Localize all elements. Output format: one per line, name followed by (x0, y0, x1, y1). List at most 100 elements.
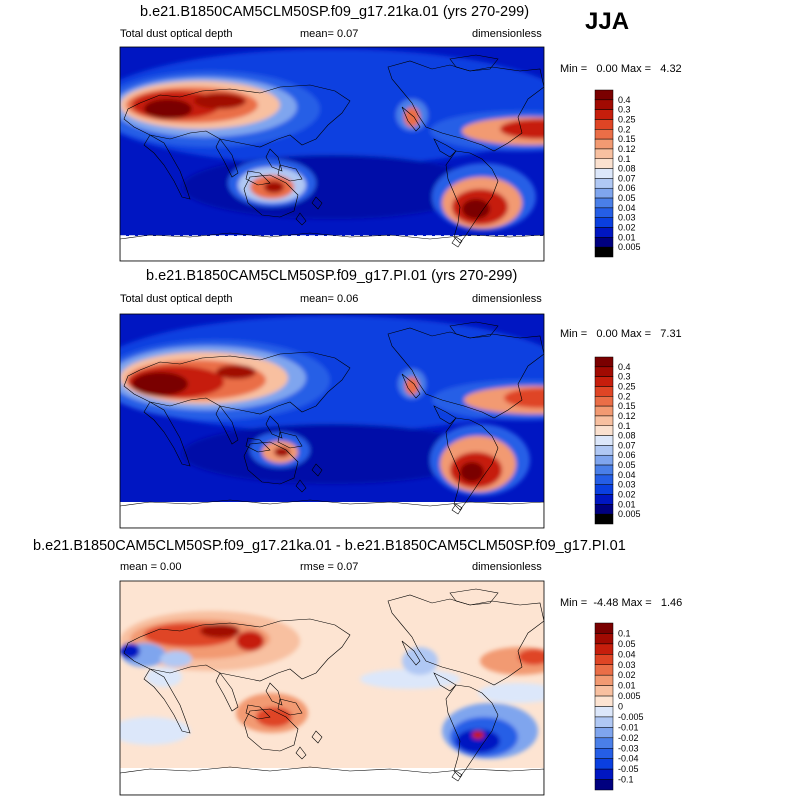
colorbar-box (594, 356, 614, 368)
colorbar-box (594, 187, 614, 199)
colorbar-tick-label: 0 (618, 702, 623, 712)
colorbar-box (594, 129, 614, 140)
colorbar-tick-label: 0.04 (618, 649, 636, 659)
colorbar-tick-label: 0.07 (618, 173, 636, 183)
colorbar-box (594, 366, 614, 377)
colorbar-tick-label: 0.06 (618, 183, 636, 193)
colorbar-tick-label: 0.005 (618, 242, 641, 252)
colorbar-box (594, 197, 614, 209)
colorbar-tick-label: 0.25 (618, 381, 636, 391)
panel2-mean-label: mean= 0.06 (300, 293, 359, 305)
colorbar-box (594, 237, 614, 248)
colorbar-box (594, 758, 614, 770)
panel3-mean-label: mean = 0.00 (120, 561, 182, 573)
colorbar-tick-label: 0.1 (618, 628, 631, 638)
panel2-map-frame (119, 313, 545, 529)
colorbar-tick-label: 0.02 (618, 670, 636, 680)
colorbar-box (594, 207, 614, 218)
colorbar-box (594, 484, 614, 495)
colorbar-box (594, 716, 614, 728)
panel1-variable-label: Total dust optical depth (120, 28, 233, 40)
panel3-map-frame (119, 580, 545, 796)
colorbar-box (594, 674, 614, 686)
colorbar-box (594, 695, 614, 707)
panel3-minmax: Min = -4.48 Max = 1.46 (560, 597, 683, 609)
colorbar-box (594, 685, 614, 697)
panel2-minmax: Min = 0.00 Max = 7.31 (560, 328, 682, 340)
colorbar-tick-label: 0.4 (618, 362, 631, 372)
colorbar-box (594, 435, 614, 446)
colorbar-tick-label: 0.12 (618, 411, 636, 421)
colorbar-box (594, 396, 614, 407)
colorbar-tick-label: 0.05 (618, 460, 636, 470)
colorbar-box (594, 454, 614, 466)
panel1-colorbar: 0.40.30.250.20.150.120.10.080.070.060.05… (594, 89, 641, 258)
colorbar-tick-label: -0.03 (618, 743, 639, 753)
colorbar-box (594, 217, 614, 228)
colorbar-tick-label: 0.07 (618, 440, 636, 450)
colorbar-tick-label: 0.04 (618, 203, 636, 213)
colorbar-box (594, 706, 614, 718)
colorbar-box (594, 178, 614, 189)
colorbar-box (594, 664, 614, 676)
colorbar-box (594, 99, 614, 110)
colorbar-tick-label: 0.15 (618, 134, 636, 144)
colorbar-tick-label: 0.06 (618, 450, 636, 460)
colorbar-tick-label: 0.04 (618, 470, 636, 480)
panel3-colorbar: 0.10.050.040.030.020.010.0050-0.005-0.01… (594, 622, 644, 791)
colorbar-tick-label: -0.05 (618, 764, 639, 774)
panel1-map-frame (119, 46, 545, 262)
colorbar-box (594, 643, 614, 655)
colorbar-box (594, 748, 614, 759)
colorbar-tick-label: 0.01 (618, 681, 636, 691)
colorbar-tick-label: 0.03 (618, 480, 636, 490)
colorbar-tick-label: 0.005 (618, 509, 641, 519)
colorbar-tick-label: 0.02 (618, 223, 636, 233)
colorbar-tick-label: 0.1 (618, 421, 631, 431)
panel3-rmse-label: rmse = 0.07 (300, 561, 359, 573)
colorbar-box (594, 513, 614, 525)
colorbar-tick-label: 0.12 (618, 144, 636, 154)
colorbar-box (594, 168, 614, 179)
colorbar-box (594, 386, 614, 397)
panel1-mean-label: mean= 0.07 (300, 28, 359, 40)
panel3-map (119, 580, 545, 796)
panel3-units-label: dimensionless (472, 561, 542, 573)
colorbar-box (594, 504, 614, 515)
colorbar-box (594, 474, 614, 485)
colorbar-box (594, 464, 614, 476)
colorbar-tick-label: -0.04 (618, 754, 639, 764)
colorbar-box (594, 119, 614, 130)
colorbar-box (594, 109, 614, 120)
colorbar-box (594, 494, 614, 505)
colorbar-tick-label: 0.03 (618, 213, 636, 223)
panel2-variable-label: Total dust optical depth (120, 293, 233, 305)
colorbar-box (594, 138, 614, 150)
colorbar-tick-label: -0.02 (618, 733, 639, 743)
colorbar-tick-label: 0.02 (618, 490, 636, 500)
colorbar-tick-label: 0.15 (618, 401, 636, 411)
panel2-colorbar: 0.40.30.250.20.150.120.10.080.070.060.05… (594, 356, 641, 525)
colorbar-box (594, 376, 614, 387)
colorbar-box (594, 737, 614, 749)
colorbar-tick-label: 0.4 (618, 95, 631, 105)
colorbar-tick-label: 0.3 (618, 105, 631, 115)
colorbar-tick-label: 0.005 (618, 691, 641, 701)
colorbar-box (594, 727, 614, 739)
colorbar-box (594, 654, 614, 665)
colorbar-tick-label: -0.1 (618, 775, 634, 785)
panel1-title: b.e21.B1850CAM5CLM50SP.f09_g17.21ka.01 (… (140, 4, 530, 20)
colorbar-tick-label: 0.05 (618, 639, 636, 649)
colorbar-tick-label: 0.03 (618, 660, 636, 670)
colorbar-box (594, 445, 614, 456)
panel2-units-label: dimensionless (472, 293, 542, 305)
panel1-minmax: Min = 0.00 Max = 4.32 (560, 63, 682, 75)
colorbar-tick-label: 0.2 (618, 391, 631, 401)
colorbar-tick-label: 0.1 (618, 154, 631, 164)
colorbar-tick-label: 0.08 (618, 164, 636, 174)
colorbar-box (594, 246, 614, 258)
colorbar-box (594, 415, 614, 427)
colorbar-tick-label: -0.005 (618, 712, 644, 722)
panel1-units-label: dimensionless (472, 28, 542, 40)
